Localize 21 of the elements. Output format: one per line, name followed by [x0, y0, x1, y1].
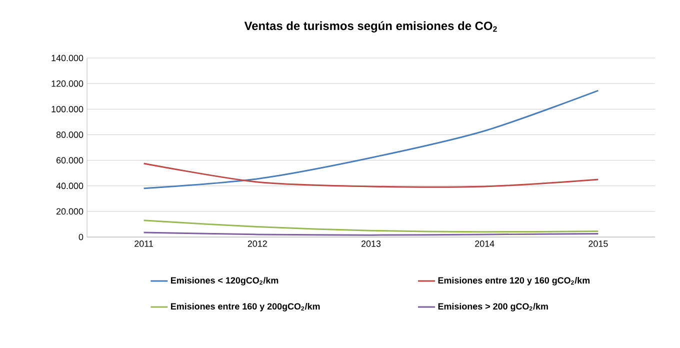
x-tick-label: 2015 [588, 240, 608, 247]
line-series [143, 90, 599, 190]
legend-label: Emisiones > 200 gCO$_{2}$/km [438, 302, 548, 312]
y-tick-label: 120.000 [52, 80, 84, 87]
legend-label: Emisiones entre 120 y 160 gCO$_{2}$/km [438, 276, 590, 286]
legend-label: Emisiones entre 160 y 200gCO$_{2}$/km [171, 302, 320, 312]
x-tick-label: 2012 [248, 240, 267, 247]
x-tick-label: 2013 [361, 240, 381, 247]
y-tick-label: 140.000 [52, 54, 84, 62]
x-tick-label: 2014 [475, 240, 494, 247]
y-tick-label: 20.000 [56, 208, 84, 215]
line-series [143, 162, 599, 188]
line-series [143, 220, 599, 233]
x-tick-label: 2011 [134, 240, 153, 247]
legend-label: Emisiones < 120gCO$_{2}$/km [171, 276, 278, 286]
y-tick-label: 60.000 [56, 157, 84, 164]
y-tick-label: 0 [78, 234, 84, 240]
y-tick-label: 80.000 [56, 132, 84, 138]
chart-title: Ventas de turismos según emisiones de CO$_{2}$ [244, 21, 497, 32]
y-tick-label: 100.000 [52, 106, 84, 112]
y-tick-label: 40.000 [56, 182, 84, 190]
